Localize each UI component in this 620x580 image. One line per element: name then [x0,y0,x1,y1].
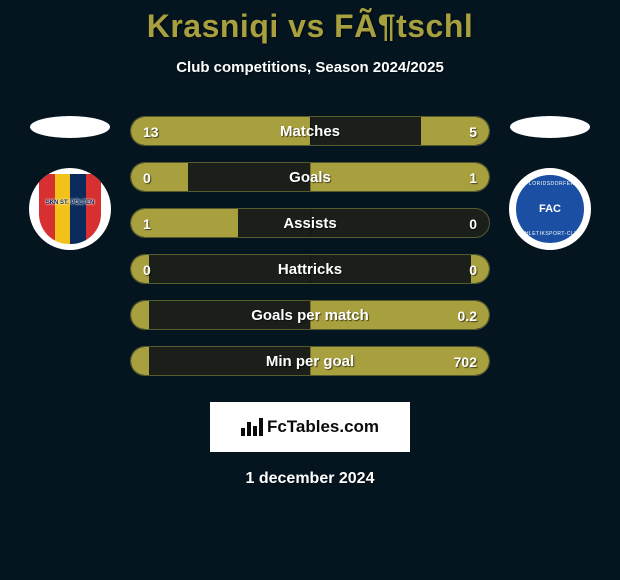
page-title: Krasniqi vs FÃ¶tschl [0,8,620,45]
stat-value-left: 0 [143,255,151,284]
stat-value-left: 1 [143,209,151,238]
stat-label: Goals per match [131,301,489,330]
stat-value-right: 0 [469,209,477,238]
stat-value-right: 0 [469,255,477,284]
brand-text: FcTables.com [267,417,379,437]
stat-value-left: 0 [143,163,151,192]
main-content: SKN ST. PÖLTEN Matches135Goals01Assists1… [0,116,620,392]
stat-label: Min per goal [131,347,489,376]
stat-label: Assists [131,209,489,238]
stat-value-right: 1 [469,163,477,192]
right-badge-ring-top: FLORIDSDORFER [516,181,584,187]
stat-bars: Matches135Goals01Assists10Hattricks00Goa… [130,116,490,392]
stat-value-right: 0.2 [458,301,477,330]
header: Krasniqi vs FÃ¶tschl Club competitions, … [0,0,620,76]
page-subtitle: Club competitions, Season 2024/2025 [0,59,620,76]
bar-chart-icon [241,418,263,436]
stat-label: Goals [131,163,489,192]
stat-value-right: 702 [454,347,477,376]
stat-row: Min per goal702 [130,346,490,376]
stat-label: Hattricks [131,255,489,284]
right-badge-ring-bottom: ATHLETIKSPORT-CLUB [516,231,584,237]
footer-date: 1 december 2024 [0,470,620,488]
stat-value-right: 5 [469,117,477,146]
stat-row: Goals0 1 [130,162,490,192]
brand-badge: FcTables.com [210,402,410,452]
stat-row: Assists1 0 [130,208,490,238]
stat-value-left: 13 [143,117,159,146]
stat-row: Goals per match0.2 [130,300,490,330]
left-club-badge: SKN ST. PÖLTEN [29,168,111,250]
shield-icon: SKN ST. PÖLTEN [39,174,101,244]
right-badge-abbr: FAC [539,204,561,215]
stat-label: Matches [131,117,489,146]
stat-row: Hattricks0 0 [130,254,490,284]
right-badge-column: FLORIDSDORFER FAC ATHLETIKSPORT-CLUB [500,116,600,250]
left-country-flag-oval [30,116,110,138]
left-badge-text: SKN ST. PÖLTEN [39,200,101,206]
left-badge-column: SKN ST. PÖLTEN [20,116,120,250]
right-club-badge: FLORIDSDORFER FAC ATHLETIKSPORT-CLUB [509,168,591,250]
stat-row: Matches13 5 [130,116,490,146]
right-country-flag-oval [510,116,590,138]
